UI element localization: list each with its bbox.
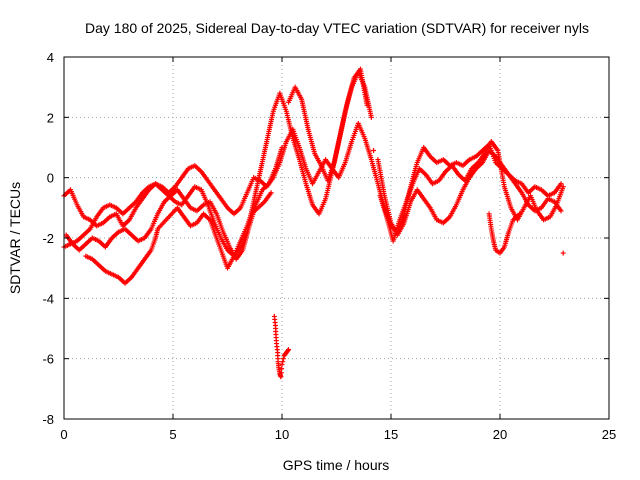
x-tick-label: 20 (493, 427, 507, 442)
y-tick-label: 0 (47, 171, 54, 186)
data-point-track-c (279, 145, 285, 150)
data-point-outliers (284, 349, 290, 355)
x-tick-label: 25 (602, 427, 616, 442)
y-tick-label: 2 (47, 110, 54, 125)
data-point-track-d (517, 211, 523, 217)
data-point-outliers (278, 373, 284, 379)
data-point-outliers (280, 356, 286, 362)
chart-title: Day 180 of 2025, Sidereal Day-to-day VTE… (85, 20, 589, 36)
data-point-track-c (371, 148, 377, 154)
data-point-track-b (368, 114, 374, 120)
data-point-outliers (272, 319, 278, 325)
y-tick-label: -6 (42, 352, 54, 367)
data-point-outliers (285, 348, 291, 354)
data-point-outliers (274, 347, 280, 353)
data-point-track-c (560, 184, 566, 190)
data-point-outliers (560, 250, 566, 256)
x-tick-label: 10 (275, 427, 289, 442)
data-point-outliers (280, 359, 286, 365)
plot-frame (63, 56, 610, 420)
data-point-track-c (364, 102, 370, 108)
y-tick-label: -4 (42, 291, 54, 306)
y-tick-label: 4 (47, 50, 54, 65)
y-tick-label: -2 (42, 231, 54, 246)
y-axis-label: SDTVAR / TECUs (7, 182, 23, 294)
data-point-outliers (275, 356, 281, 362)
data-point-outliers (279, 366, 285, 372)
data-point-outliers (273, 329, 279, 335)
data-point-outliers (273, 338, 279, 344)
data-point-outliers (282, 352, 288, 358)
data-point-track-d (268, 190, 274, 196)
x-tick-label: 5 (169, 427, 176, 442)
data-point-track-a (558, 181, 564, 187)
x-tick-label: 0 (60, 427, 67, 442)
data-point-track-b (558, 208, 564, 214)
x-axis-label: GPS time / hours (283, 457, 390, 473)
y-tick-label: -8 (42, 412, 54, 427)
x-tick-label: 15 (384, 427, 398, 442)
data-points (61, 66, 566, 380)
